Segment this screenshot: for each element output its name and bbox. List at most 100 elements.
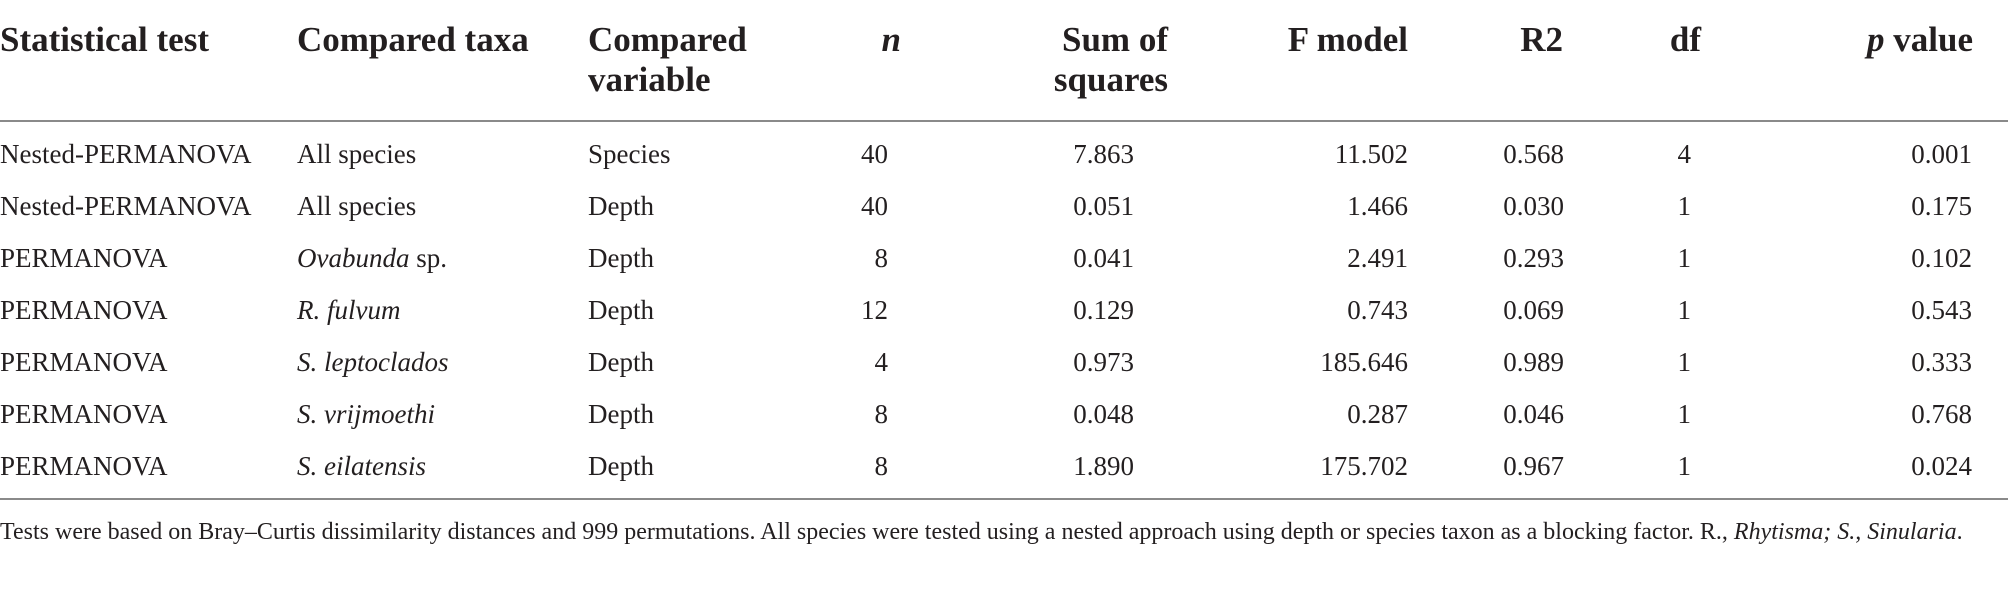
footnote-mid: ; S., xyxy=(1823,519,1868,545)
table-row: PERMANOVA R. fulvum Depth 12 0.129 0.743 0.069… xyxy=(0,284,2008,336)
header-r2: R2 xyxy=(1520,20,1563,59)
cell-p-value: 0.024 xyxy=(1911,451,1972,481)
header-compared-variable: Compared variable xyxy=(588,0,843,121)
header-p-rest: value xyxy=(1884,20,1973,59)
cell-sum-of-squares: 0.041 xyxy=(1073,243,1134,273)
cell-r2: 0.030 xyxy=(1503,191,1564,221)
cell-r2: 0.967 xyxy=(1503,451,1564,481)
cell-statistical-test: PERMANOVA xyxy=(0,347,168,377)
taxa-plain: All species xyxy=(297,191,417,221)
cell-compared-variable: Depth xyxy=(588,347,654,377)
cell-f-model: 11.502 xyxy=(1334,139,1408,169)
cell-n: 4 xyxy=(874,347,889,377)
header-sum-of-squares-line2: squares xyxy=(1053,60,1168,99)
taxa-italic: R. fulvum xyxy=(297,295,401,325)
cell-p-value: 0.333 xyxy=(1911,347,1972,377)
permanova-results-table: Statistical test Compared taxa Compared … xyxy=(0,0,2008,499)
cell-n: 40 xyxy=(861,139,888,169)
taxa-italic: Ovabunda xyxy=(297,243,410,273)
cell-f-model: 185.646 xyxy=(1320,347,1408,377)
results-table-container: Statistical test Compared taxa Compared … xyxy=(0,0,2008,499)
cell-compared-variable: Species xyxy=(588,139,671,169)
table-row: PERMANOVA S. eilatensis Depth 8 1.890 175.702… xyxy=(0,440,2008,499)
cell-statistical-test: Nested-PERMANOVA xyxy=(0,191,252,221)
footnote-text: Tests were based on Bray–Curtis dissimil… xyxy=(0,519,1734,545)
cell-compared-variable: Depth xyxy=(588,295,654,325)
table-header: Statistical test Compared taxa Compared … xyxy=(0,0,2008,121)
cell-compared-taxa: S. leptoclados xyxy=(297,336,588,388)
table-row: PERMANOVA Ovabunda sp. Depth 8 0.041 2.491 0.2… xyxy=(0,232,2008,284)
cell-compared-variable: Depth xyxy=(588,243,654,273)
footnote-end: . xyxy=(1956,519,1963,545)
cell-df: 1 xyxy=(1677,347,1692,377)
cell-sum-of-squares: 0.973 xyxy=(1073,347,1134,377)
cell-n: 12 xyxy=(861,295,888,325)
cell-f-model: 2.491 xyxy=(1347,243,1408,273)
taxa-italic: S. vrijmoethi xyxy=(297,399,435,429)
cell-f-model: 0.743 xyxy=(1347,295,1408,325)
cell-sum-of-squares: 0.129 xyxy=(1073,295,1134,325)
header-n: n xyxy=(881,20,901,59)
taxa-plain: sp. xyxy=(409,243,447,273)
cell-n: 8 xyxy=(874,399,889,429)
cell-compared-taxa: Ovabunda sp. xyxy=(297,232,588,284)
cell-n: 40 xyxy=(861,191,888,221)
cell-compared-taxa: S. eilatensis xyxy=(297,440,588,499)
table-row: PERMANOVA S. vrijmoethi Depth 8 0.048 0.287 0.… xyxy=(0,388,2008,440)
header-p-value: p value xyxy=(1748,0,2008,121)
cell-compared-taxa: All species xyxy=(297,180,588,232)
cell-statistical-test: PERMANOVA xyxy=(0,295,168,325)
cell-compared-variable: Depth xyxy=(588,191,654,221)
cell-df: 1 xyxy=(1677,451,1692,481)
cell-sum-of-squares: 0.051 xyxy=(1073,191,1134,221)
cell-sum-of-squares: 0.048 xyxy=(1073,399,1134,429)
cell-statistical-test: PERMANOVA xyxy=(0,399,168,429)
cell-p-value: 0.543 xyxy=(1911,295,1972,325)
header-sum-of-squares: Sum of squares xyxy=(940,0,1174,121)
cell-df: 1 xyxy=(1677,295,1692,325)
cell-r2: 0.989 xyxy=(1503,347,1564,377)
cell-f-model: 1.466 xyxy=(1347,191,1408,221)
cell-df: 4 xyxy=(1677,139,1692,169)
cell-sum-of-squares: 1.890 xyxy=(1073,451,1134,481)
cell-r2: 0.046 xyxy=(1503,399,1564,429)
table-row: PERMANOVA S. leptoclados Depth 4 0.973 185.64… xyxy=(0,336,2008,388)
table-row: Nested-PERMANOVA All species Species 40 7.86… xyxy=(0,121,2008,180)
cell-compared-variable: Depth xyxy=(588,399,654,429)
cell-r2: 0.293 xyxy=(1503,243,1564,273)
cell-sum-of-squares: 7.863 xyxy=(1073,139,1134,169)
header-f-model: F model xyxy=(1287,20,1408,59)
cell-df: 1 xyxy=(1677,191,1692,221)
footnote-sinularia: Sinularia xyxy=(1867,519,1957,545)
cell-p-value: 0.768 xyxy=(1911,399,1972,429)
cell-n: 8 xyxy=(874,243,889,273)
cell-n: 8 xyxy=(874,451,889,481)
cell-compared-taxa: All species xyxy=(297,121,588,180)
cell-df: 1 xyxy=(1677,399,1692,429)
cell-r2: 0.568 xyxy=(1503,139,1564,169)
taxa-italic: S. eilatensis xyxy=(297,451,426,481)
table-body: Nested-PERMANOVA All species Species 40 7.86… xyxy=(0,121,2008,499)
cell-f-model: 0.287 xyxy=(1347,399,1408,429)
footnote-rhytisma: Rhytisma xyxy=(1733,519,1824,545)
cell-statistical-test: PERMANOVA xyxy=(0,451,168,481)
header-statistical-test: Statistical test xyxy=(0,20,209,59)
header-compared-taxa: Compared taxa xyxy=(297,20,529,59)
cell-p-value: 0.102 xyxy=(1911,243,1972,273)
table-footnote: Tests were based on Bray–Curtis dissimil… xyxy=(0,514,1990,550)
cell-p-value: 0.175 xyxy=(1911,191,1972,221)
taxa-plain: All species xyxy=(297,139,417,169)
cell-r2: 0.069 xyxy=(1503,295,1564,325)
cell-compared-variable: Depth xyxy=(588,451,654,481)
cell-compared-taxa: R. fulvum xyxy=(297,284,588,336)
cell-statistical-test: PERMANOVA xyxy=(0,243,168,273)
cell-p-value: 0.001 xyxy=(1911,139,1972,169)
table-row: Nested-PERMANOVA All species Depth 40 0.051 1… xyxy=(0,180,2008,232)
header-p-italic: p xyxy=(1867,20,1885,59)
cell-df: 1 xyxy=(1677,243,1692,273)
cell-f-model: 175.702 xyxy=(1320,451,1408,481)
taxa-italic: S. leptoclados xyxy=(297,347,449,377)
header-sum-of-squares-line1: Sum of xyxy=(1062,20,1168,59)
header-row: Statistical test Compared taxa Compared … xyxy=(0,0,2008,121)
cell-statistical-test: Nested-PERMANOVA xyxy=(0,139,252,169)
